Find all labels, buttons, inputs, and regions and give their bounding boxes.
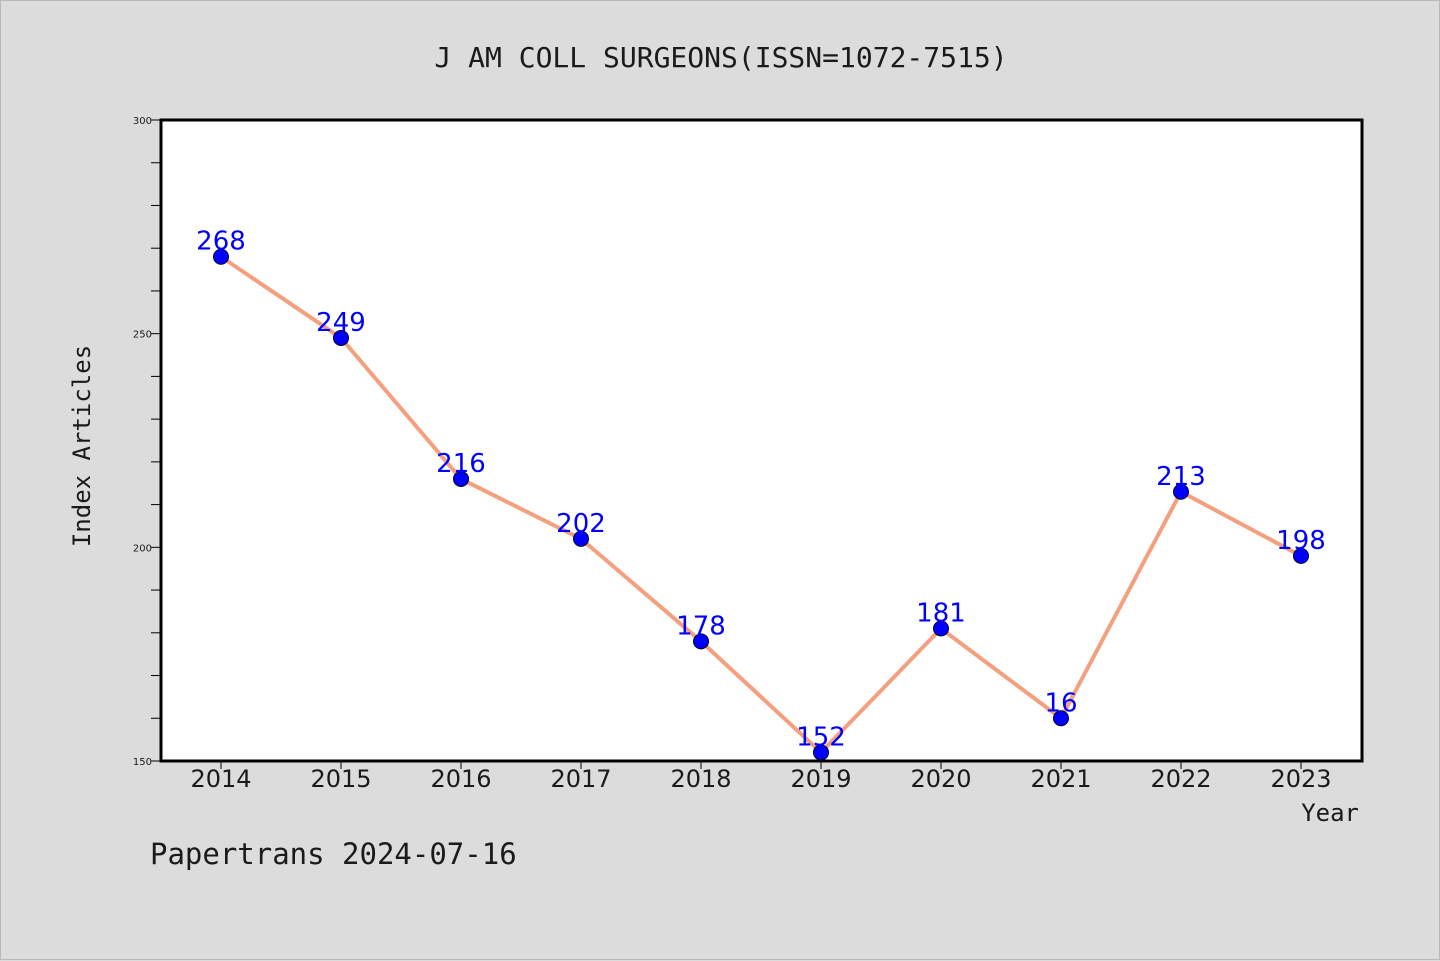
- data-point: [933, 620, 949, 637]
- data-label: 249: [316, 308, 366, 338]
- y-tick-label: 200: [133, 543, 152, 554]
- data-point: [693, 633, 709, 650]
- x-tick-label: 2017: [550, 765, 611, 793]
- x-tick-label: 2016: [430, 765, 491, 793]
- data-labels-group: 268 249 216 202 178 152 181 16 213 198: [196, 227, 1326, 753]
- x-tick-label: 2019: [790, 765, 851, 793]
- x-axis-title: Year: [1301, 799, 1359, 827]
- data-label: 213: [1156, 462, 1206, 492]
- data-label: 152: [796, 722, 846, 752]
- series-line-group: [219, 255, 1302, 755]
- data-label: 216: [436, 449, 486, 479]
- data-label: 268: [196, 227, 246, 257]
- y-tick-label: 250: [133, 330, 152, 341]
- data-point: [1293, 547, 1309, 564]
- data-label: 198: [1276, 526, 1326, 556]
- data-point: [453, 470, 469, 487]
- data-label: 202: [556, 509, 606, 539]
- y-axis-title: Index Articles: [68, 345, 96, 547]
- data-label: 16: [1044, 688, 1077, 718]
- data-point: [1173, 483, 1189, 500]
- data-point: [1053, 710, 1069, 727]
- chart-title: J AM COLL SURGEONS(ISSN=1072-7515): [434, 41, 1007, 74]
- x-tick-label: 2021: [1030, 765, 1091, 793]
- data-point: [213, 248, 229, 265]
- plot-area: [159, 118, 1364, 763]
- x-tick-label: 2014: [190, 765, 251, 793]
- y-tick-label: 300: [133, 116, 152, 127]
- footer-watermark: Papertrans 2024-07-16: [150, 837, 517, 871]
- series-points-group: [213, 248, 1309, 761]
- x-tick-label: 2023: [1270, 765, 1331, 793]
- series-line: [219, 255, 1302, 755]
- y-tick-label: 150: [133, 757, 152, 768]
- data-label: 178: [676, 611, 726, 641]
- x-tick-label: 2015: [310, 765, 371, 793]
- data-point: [813, 744, 829, 761]
- x-axis-ticks: 2014 2015 2016 2017 2018 2019 2020 2021 2022 2023: [190, 761, 1332, 793]
- data-point: [573, 530, 589, 547]
- x-tick-label: 2022: [1150, 765, 1211, 793]
- x-tick-label: 2018: [670, 765, 731, 793]
- y-axis-ticks: 150 200 250 300: [133, 116, 161, 768]
- data-point: [333, 329, 349, 346]
- data-label: 181: [916, 599, 966, 629]
- x-tick-label: 2020: [910, 765, 971, 793]
